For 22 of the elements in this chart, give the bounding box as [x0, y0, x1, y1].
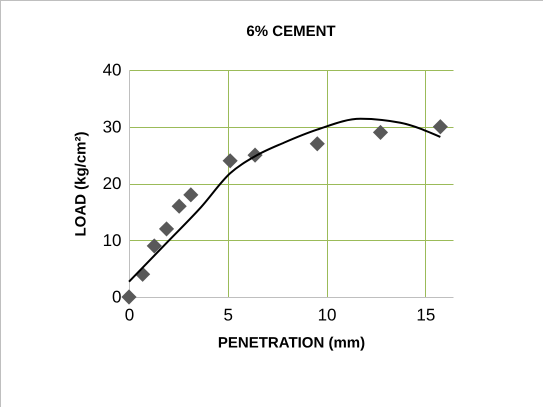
x-axis-title: PENETRATION (mm)	[218, 334, 366, 352]
point	[146, 238, 162, 254]
y-tick-label: 20	[102, 174, 122, 193]
line-series	[128, 118, 442, 283]
point	[183, 187, 198, 202]
chart-title: 6% CEMENT	[246, 23, 336, 40]
y-tick-label: 30	[102, 117, 122, 136]
point	[121, 289, 137, 305]
y-tick-label: 40	[102, 60, 122, 80]
point	[158, 221, 174, 236]
point	[372, 124, 388, 140]
y-tick-label: 10	[102, 230, 122, 250]
point	[310, 136, 325, 152]
point	[222, 153, 238, 168]
x-tick-label: 0	[124, 306, 134, 324]
x-tick-label: 10	[318, 306, 337, 324]
y-axis-title: LOAD (kg/cm²)	[72, 131, 90, 236]
x-tick-label: 15	[416, 306, 436, 324]
x-tick-label: 5	[224, 306, 234, 324]
y-tick-label: 0	[112, 288, 122, 306]
point	[172, 198, 187, 214]
point	[432, 119, 448, 134]
